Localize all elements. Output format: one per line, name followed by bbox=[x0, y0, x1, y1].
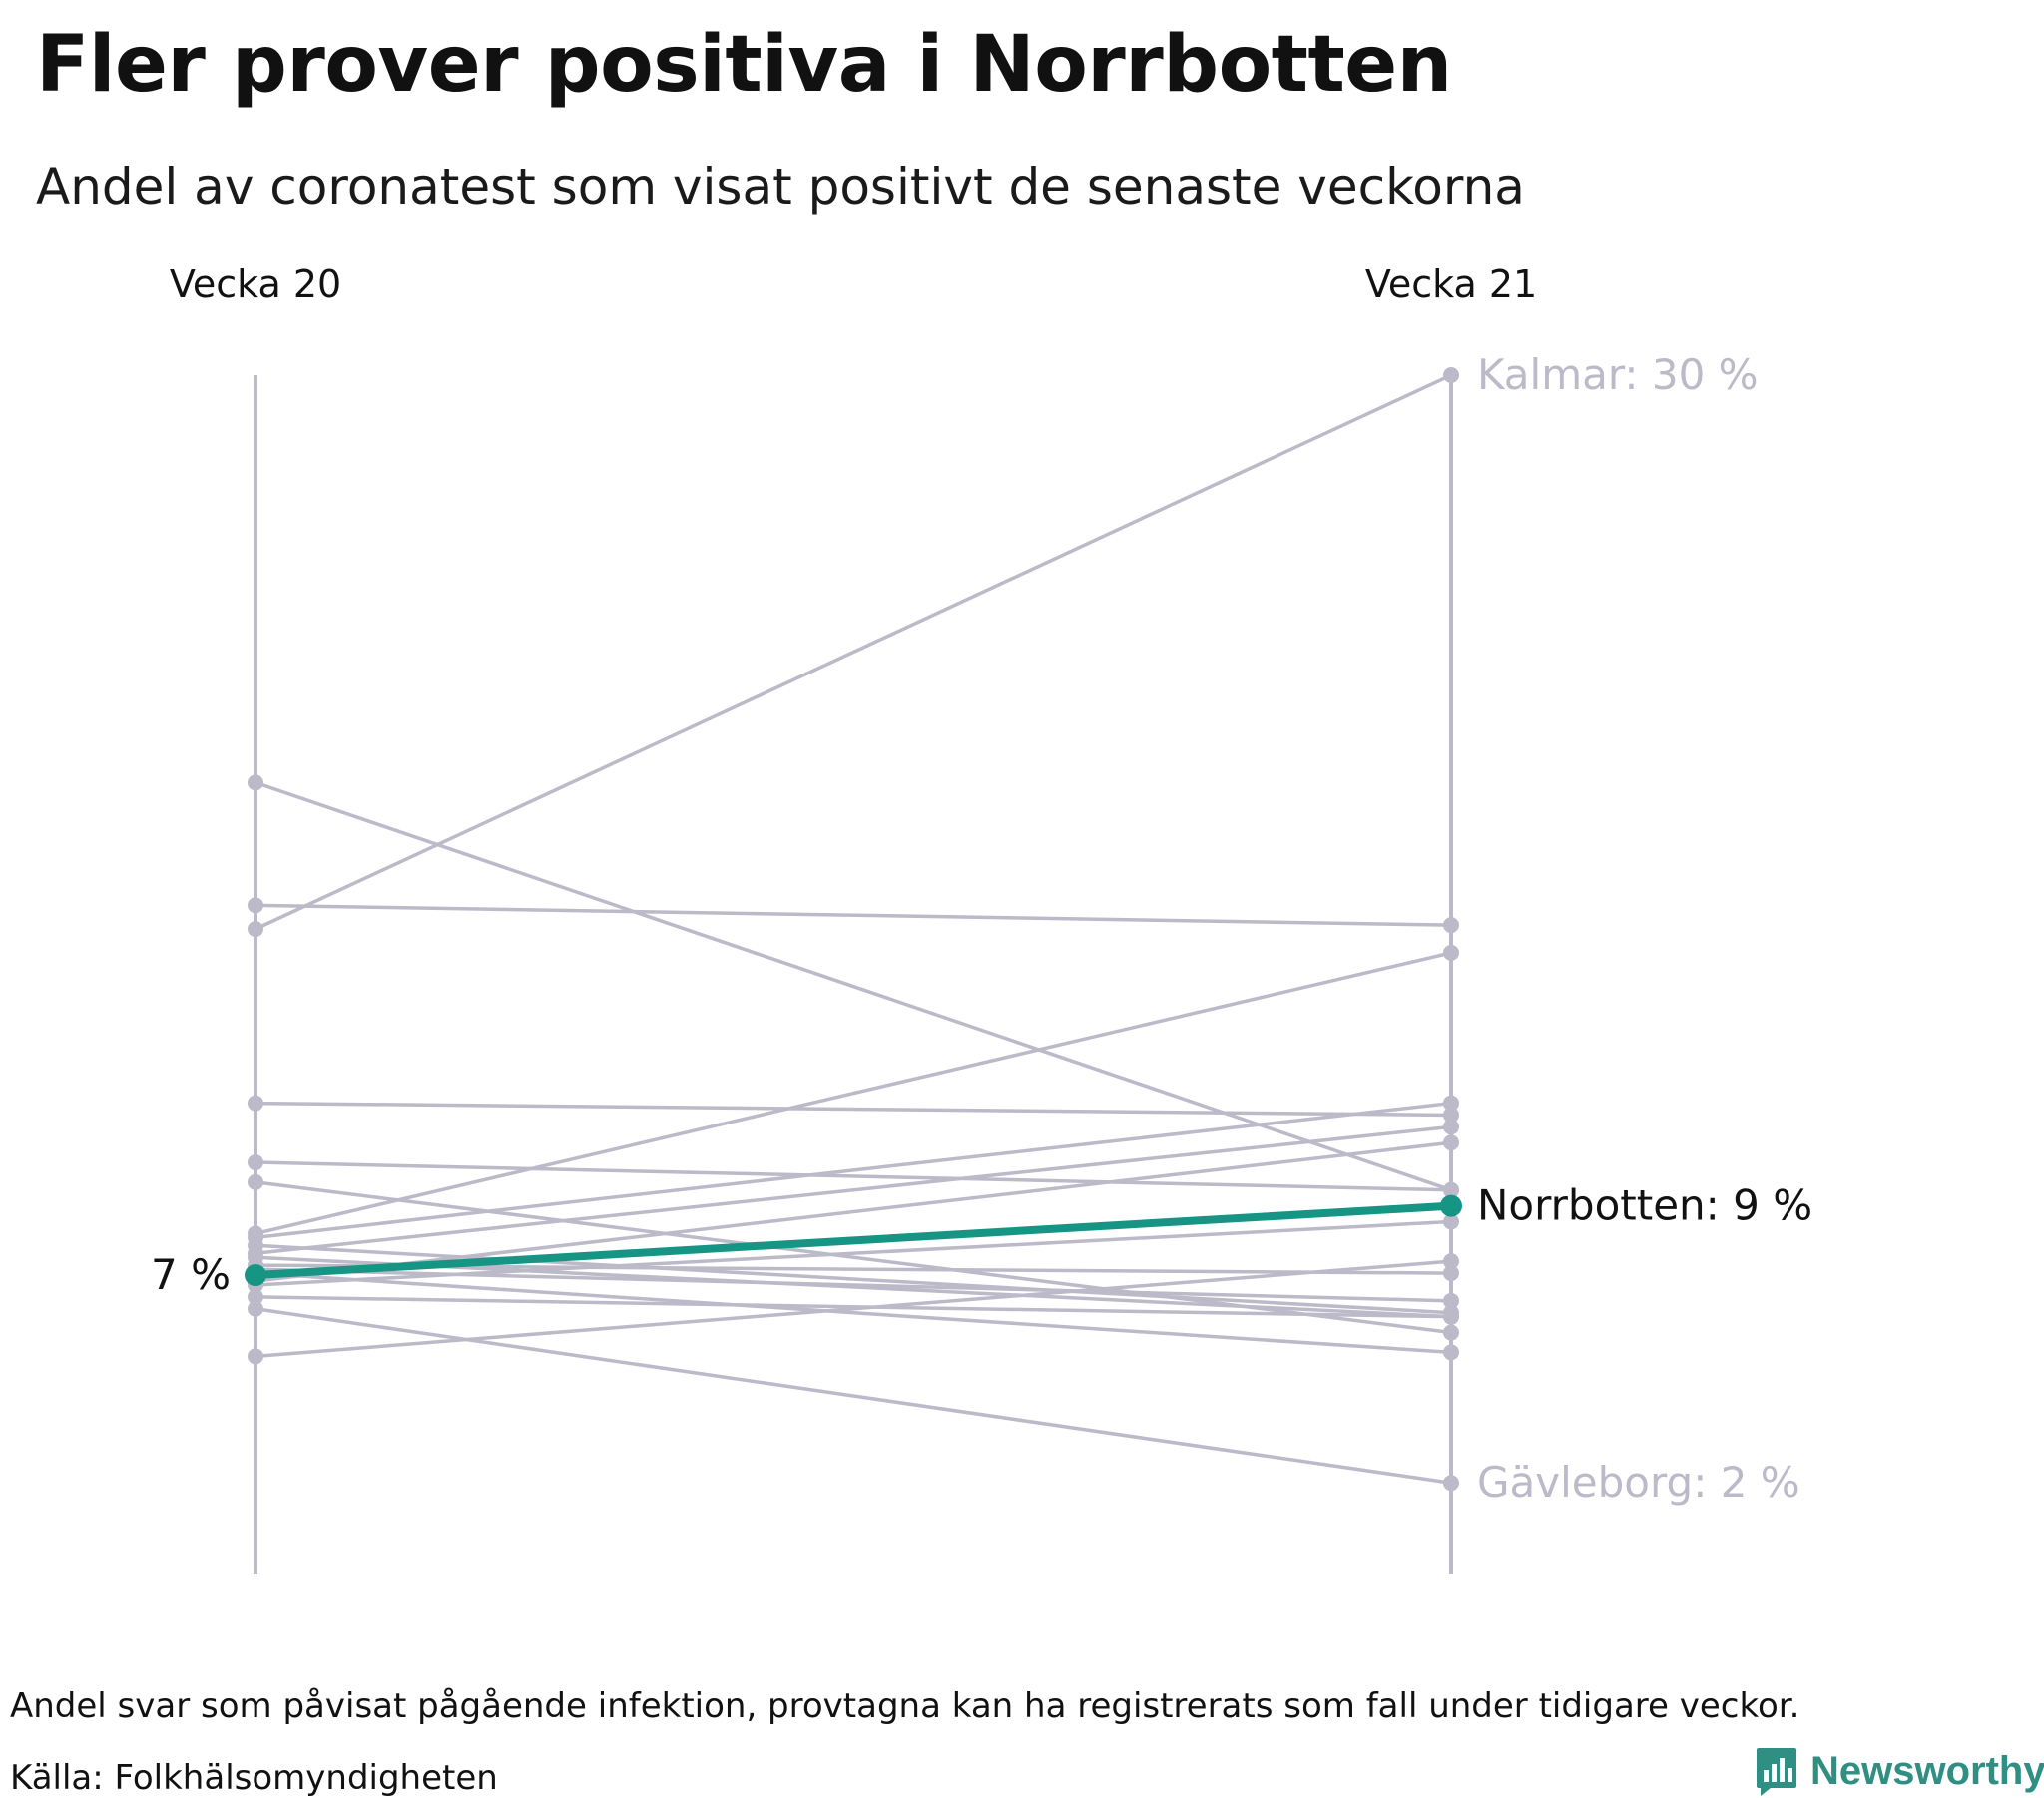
end-label-gavleborg: Gävleborg: 2 % bbox=[1477, 1458, 1800, 1507]
series-line-9 bbox=[255, 1101, 1452, 1240]
series-point-end-1 bbox=[1443, 1475, 1459, 1492]
newsworthy-chart-icon bbox=[1757, 1748, 1796, 1796]
source-credit: Källa: Folkhälsomyndigheten bbox=[10, 1758, 498, 1798]
series-line-19 bbox=[255, 1259, 1452, 1359]
series-line-3 bbox=[255, 780, 1452, 1192]
brand-logo[interactable]: Newsworthy bbox=[1755, 1746, 2044, 1796]
series-point-end-14 bbox=[1443, 1292, 1459, 1309]
series-line-10 bbox=[255, 1243, 1452, 1315]
column-label-right: Vecka 21 bbox=[1365, 262, 1537, 306]
series-point-start-0 bbox=[248, 921, 263, 938]
series-point-end-17 bbox=[1443, 1134, 1459, 1151]
series-point-start-7 bbox=[248, 1173, 263, 1190]
brand-name: Newsworthy bbox=[1810, 1748, 2044, 1793]
series-point-end-6 bbox=[1443, 1181, 1459, 1198]
series-point-end-5 bbox=[1443, 1107, 1459, 1124]
series-point-end-9 bbox=[1443, 1095, 1459, 1112]
highlight-line-norrbotten bbox=[252, 1201, 1455, 1280]
series-line-8 bbox=[255, 951, 1452, 1236]
series-line-16 bbox=[255, 1271, 1452, 1355]
series-line-18 bbox=[255, 1295, 1452, 1319]
series-line-0 bbox=[255, 373, 1452, 931]
grey-series-group bbox=[248, 367, 1459, 1492]
series-point-start-3 bbox=[248, 774, 263, 791]
series-point-start-1 bbox=[248, 1300, 263, 1317]
series-line-15 bbox=[255, 1219, 1452, 1287]
series-point-start-4 bbox=[248, 897, 263, 914]
series-point-end-15 bbox=[1443, 1213, 1459, 1230]
series-point-start-6 bbox=[248, 1154, 263, 1171]
highlight-point-start bbox=[245, 1264, 266, 1287]
footnote: Andel svar som påvisat pågående infektio… bbox=[10, 1686, 1800, 1726]
start-label-norrbotten: 7 % bbox=[151, 1250, 231, 1299]
series-point-end-4 bbox=[1443, 917, 1459, 934]
series-line-17 bbox=[255, 1140, 1452, 1283]
end-label-norrbotten: Norrbotten: 9 % bbox=[1477, 1181, 1812, 1230]
series-line-11 bbox=[255, 1124, 1452, 1255]
series-point-end-18 bbox=[1443, 1308, 1459, 1325]
series-line-5 bbox=[255, 1101, 1452, 1118]
series-line-1 bbox=[255, 1307, 1452, 1485]
series-point-start-18 bbox=[248, 1288, 263, 1305]
series-line-6 bbox=[255, 1160, 1452, 1192]
series-point-end-8 bbox=[1443, 944, 1459, 961]
series-point-end-0 bbox=[1443, 367, 1459, 383]
series-point-end-19 bbox=[1443, 1253, 1459, 1270]
series-line-4 bbox=[255, 903, 1452, 927]
end-label-kalmar: Kalmar: 30 % bbox=[1477, 350, 1759, 399]
chart-title: Fler prover positiva i Norrbotten bbox=[36, 20, 1452, 110]
series-point-start-19 bbox=[248, 1348, 263, 1365]
series-point-end-13 bbox=[1443, 1265, 1459, 1282]
chart-subtitle: Andel av coronatest som visat positivt d… bbox=[36, 158, 1525, 216]
series-point-start-5 bbox=[248, 1095, 263, 1112]
series-point-end-11 bbox=[1443, 1119, 1459, 1135]
series-point-end-16 bbox=[1443, 1344, 1459, 1361]
highlight-series-group bbox=[245, 1194, 1462, 1287]
series-point-end-7 bbox=[1443, 1324, 1459, 1341]
column-label-left: Vecka 20 bbox=[170, 262, 341, 306]
slope-chart: Vecka 20 Vecka 21 Kalmar: 30 % Gävleborg… bbox=[151, 262, 1812, 1574]
highlight-point-end bbox=[1440, 1194, 1462, 1217]
